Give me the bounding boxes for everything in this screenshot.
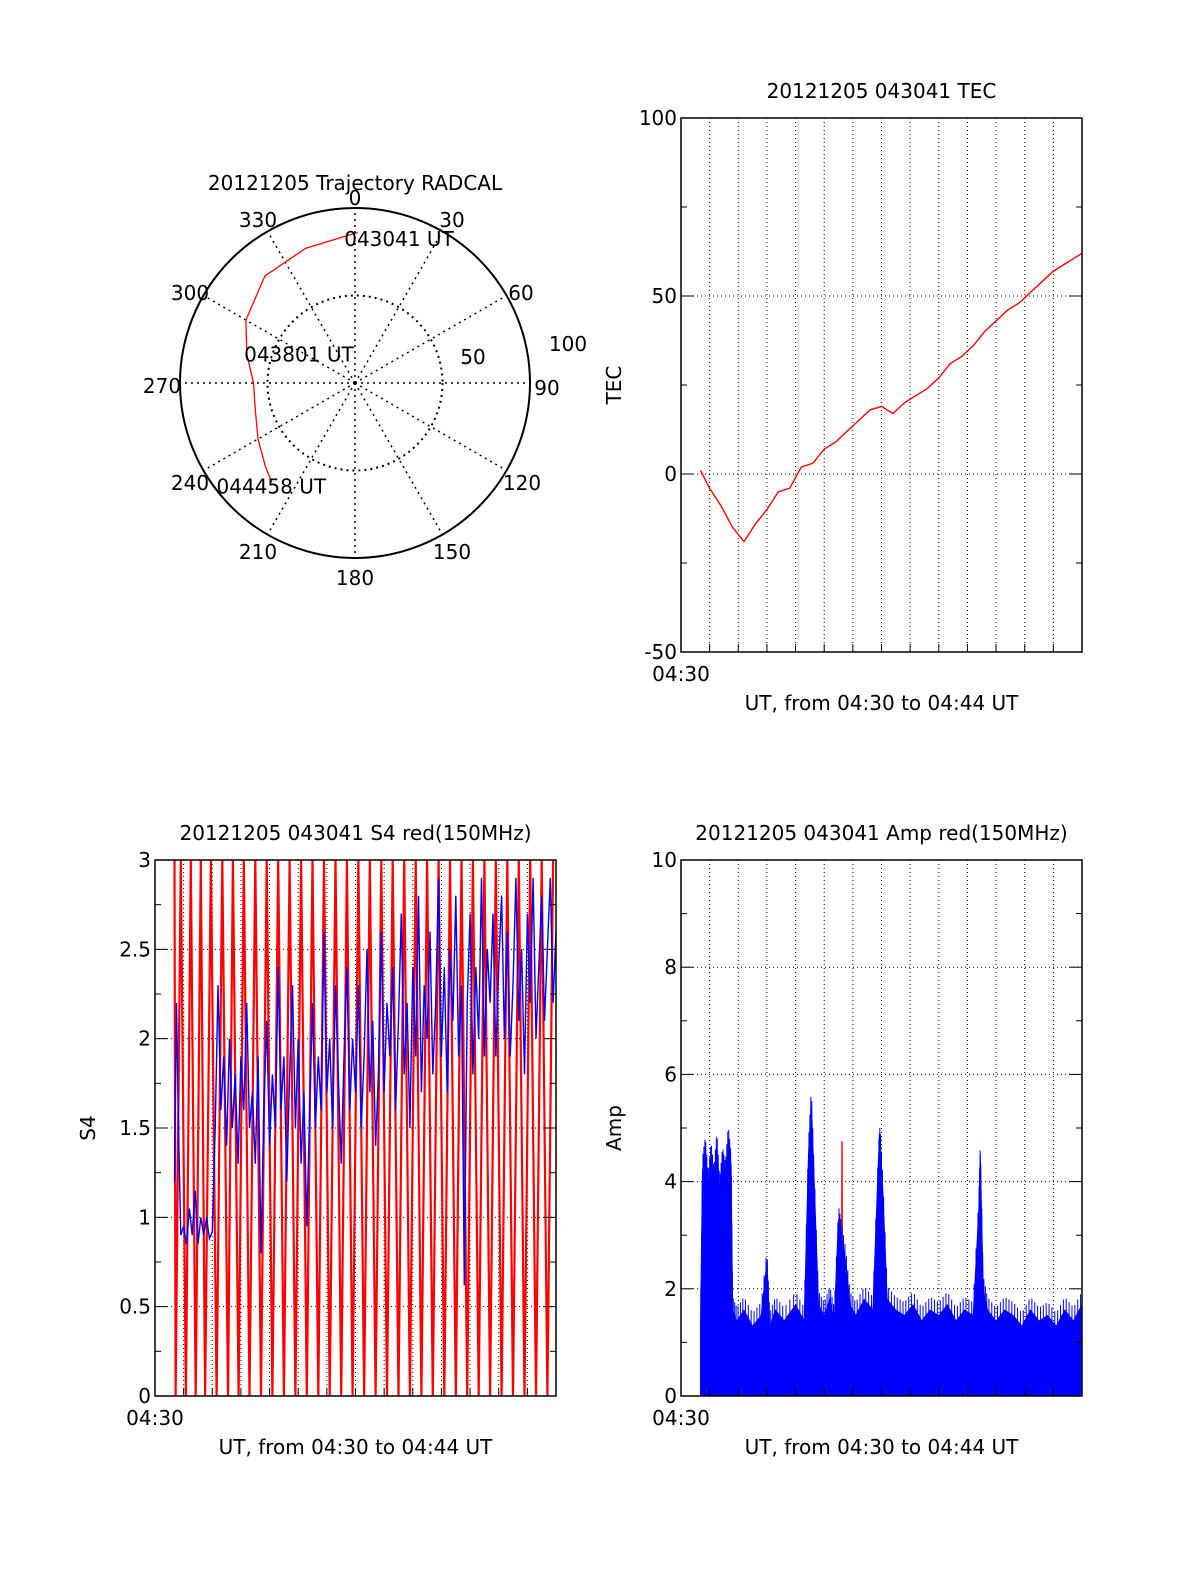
x-tick-label: 04:30 bbox=[652, 662, 710, 686]
trajectory-annotation: 043801 UT bbox=[244, 342, 354, 366]
x-tick-label: 04:30 bbox=[126, 1406, 184, 1430]
s4-ylabel: S4 bbox=[76, 1115, 100, 1140]
y-tick-label: 0.5 bbox=[119, 1295, 151, 1319]
y-tick-label: 2.5 bbox=[119, 937, 151, 961]
y-tick-label: 0 bbox=[664, 1384, 677, 1408]
s4-series-line-1 bbox=[173, 877, 556, 1286]
s4-series-line-0 bbox=[173, 860, 555, 1396]
y-tick-label: 8 bbox=[664, 955, 677, 979]
trajectory-title: 20121205 Trajectory RADCAL bbox=[208, 171, 503, 195]
polar-angle-label: 30 bbox=[439, 208, 464, 232]
s4-panel: 0 0.5 1 1.5 2 2.5 3 04:30 20121205 043041 S4 red… bbox=[76, 821, 557, 1459]
tec-panel: -50 0 50 100 04:30 20121205 043041 TEC UT, fro… bbox=[602, 79, 1083, 715]
y-tick-label: 1.5 bbox=[119, 1116, 151, 1140]
polar-angle-label: 210 bbox=[239, 540, 277, 564]
polar-angle-label: 180 bbox=[336, 566, 374, 590]
y-tick-label: 50 bbox=[652, 284, 677, 308]
polar-spoke bbox=[354, 294, 507, 384]
polar-spoke bbox=[354, 382, 444, 535]
y-tick-label: 10 bbox=[652, 848, 677, 872]
polar-angle-label: 60 bbox=[508, 281, 533, 305]
trajectory-annotations: 043041 UT 043801 UT 044458 UT bbox=[217, 227, 455, 498]
polar-angle-label: 330 bbox=[239, 208, 277, 232]
amp-title: 20121205 043041 Amp red(150MHz) bbox=[695, 821, 1067, 845]
x-tick-label: 04:30 bbox=[652, 1406, 710, 1430]
polar-spoke bbox=[266, 382, 356, 535]
y-tick-label: 100 bbox=[639, 106, 677, 130]
polar-radial-label-100: 100 bbox=[549, 332, 587, 356]
amp-series-group bbox=[699, 1096, 1082, 1396]
polar-spoke bbox=[203, 382, 356, 472]
polar-grid bbox=[180, 208, 530, 558]
amp-xlabel: UT, from 04:30 to 04:44 UT bbox=[745, 1435, 1020, 1459]
s4-xlabel: UT, from 04:30 to 04:44 UT bbox=[219, 1435, 494, 1459]
s4-title: 20121205 043041 S4 red(150MHz) bbox=[180, 821, 532, 845]
polar-angle-label: 300 bbox=[171, 281, 209, 305]
y-tick-label: 2 bbox=[664, 1277, 677, 1301]
polar-angle-label: 90 bbox=[534, 376, 559, 400]
y-tick-label: -50 bbox=[644, 640, 677, 664]
polar-spoke bbox=[203, 294, 356, 384]
y-tick-label: 2 bbox=[138, 1027, 151, 1051]
polar-angle-label: 150 bbox=[433, 540, 471, 564]
y-tick-label: 4 bbox=[664, 1170, 677, 1194]
y-tick-label: 6 bbox=[664, 1062, 677, 1086]
trajectory-panel: 20121205 Trajectory RADCAL 0 30 60 90 120 150… bbox=[143, 171, 587, 590]
trajectory-track bbox=[245, 231, 358, 483]
polar-angle-label: 0 bbox=[349, 186, 362, 210]
polar-spoke bbox=[354, 231, 444, 384]
polar-spoke bbox=[266, 231, 356, 384]
y-tick-label: 1 bbox=[138, 1205, 151, 1229]
y-tick-label: 0 bbox=[664, 462, 677, 486]
polar-radial-label-50: 50 bbox=[460, 345, 485, 369]
tec-series-group bbox=[699, 252, 1082, 543]
polar-angle-label: 240 bbox=[171, 471, 209, 495]
y-tick-label: 0 bbox=[138, 1384, 151, 1408]
polar-angle-labels: 0 30 60 90 120 150 180 210 240 270 300 330 bbox=[143, 186, 560, 590]
y-tick-label: 3 bbox=[138, 848, 151, 872]
polar-spoke bbox=[354, 382, 507, 472]
trajectory-annotation: 044458 UT bbox=[217, 474, 327, 498]
tec-xlabel: UT, from 04:30 to 04:44 UT bbox=[745, 691, 1020, 715]
s4-series-group bbox=[173, 860, 556, 1396]
polar-angle-label: 270 bbox=[143, 374, 181, 398]
polar-inner-ring bbox=[266, 294, 444, 472]
trajectory-annotation: 043041 UT bbox=[344, 227, 454, 251]
polar-angle-label: 120 bbox=[503, 471, 541, 495]
tec-series-line-0 bbox=[699, 252, 1082, 543]
amp-ylabel: Amp bbox=[602, 1105, 626, 1151]
amp-panel: 0 2 4 6 8 10 04:30 20121205 043041 Amp red(150M… bbox=[602, 821, 1083, 1459]
tec-ylabel: TEC bbox=[602, 366, 626, 406]
polar-outer-ring bbox=[179, 207, 531, 559]
tec-title: 20121205 043041 TEC bbox=[767, 79, 997, 103]
